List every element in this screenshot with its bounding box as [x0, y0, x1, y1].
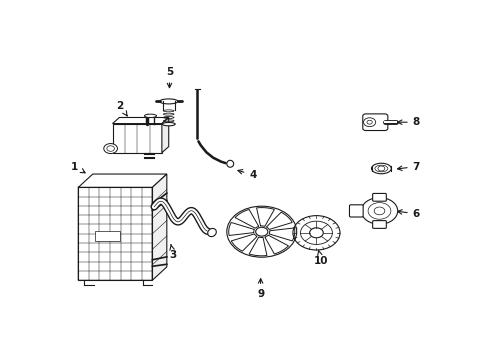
Ellipse shape	[145, 114, 157, 117]
FancyBboxPatch shape	[372, 221, 386, 228]
Polygon shape	[152, 174, 167, 280]
Text: 1: 1	[71, 162, 85, 173]
Ellipse shape	[162, 122, 175, 126]
Polygon shape	[78, 174, 167, 187]
Text: 4: 4	[238, 170, 257, 180]
Ellipse shape	[371, 163, 391, 174]
Polygon shape	[113, 117, 169, 123]
Text: 8: 8	[397, 117, 420, 127]
Text: 3: 3	[170, 245, 177, 260]
Text: 10: 10	[314, 250, 329, 266]
Circle shape	[104, 144, 118, 153]
Ellipse shape	[227, 160, 234, 167]
Bar	[96, 231, 120, 241]
Circle shape	[361, 198, 398, 224]
Ellipse shape	[160, 99, 178, 104]
Polygon shape	[162, 117, 169, 153]
Circle shape	[364, 118, 376, 127]
FancyBboxPatch shape	[349, 205, 363, 217]
Text: 9: 9	[257, 279, 264, 299]
FancyBboxPatch shape	[363, 114, 388, 131]
Polygon shape	[113, 123, 162, 153]
FancyBboxPatch shape	[372, 193, 386, 201]
Circle shape	[107, 146, 115, 151]
Ellipse shape	[208, 229, 216, 237]
Text: 2: 2	[117, 100, 127, 116]
Text: 7: 7	[397, 162, 420, 172]
Text: 5: 5	[166, 67, 173, 88]
Text: 6: 6	[397, 209, 420, 219]
